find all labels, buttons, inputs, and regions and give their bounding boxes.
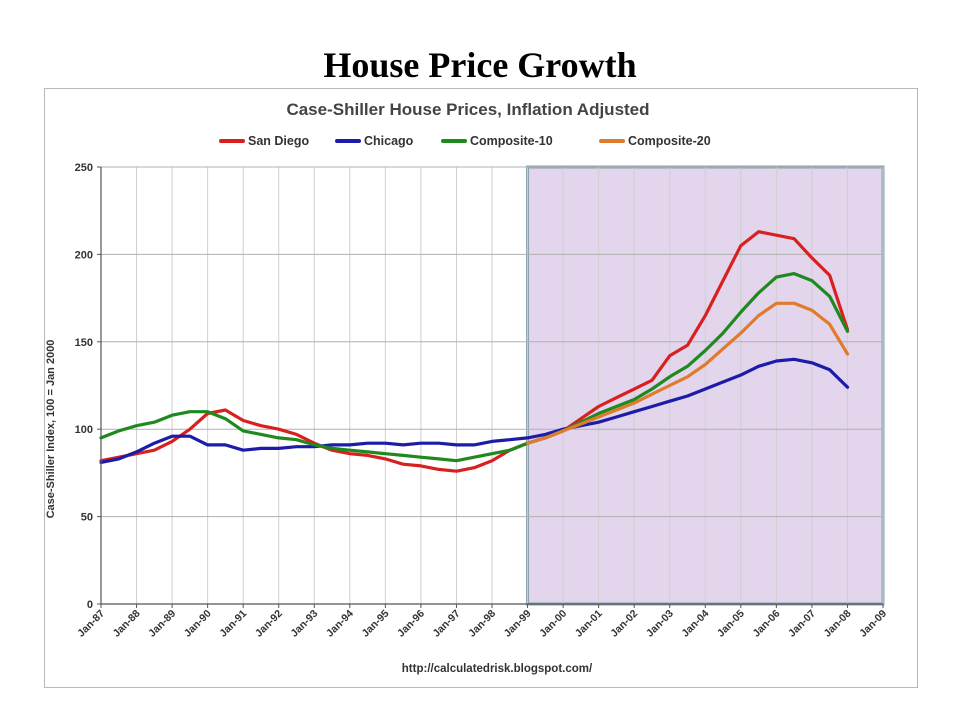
x-tick-label: Jan-90 <box>182 608 214 640</box>
y-tick-label: 200 <box>75 249 93 261</box>
y-tick-label: 50 <box>81 512 93 524</box>
x-tick-label: Jan-04 <box>679 608 711 640</box>
legend-label: San Diego <box>248 134 309 148</box>
x-tick-label: Jan-89 <box>146 608 178 640</box>
x-tick-label: Jan-87 <box>75 608 107 640</box>
legend-label: Composite-20 <box>628 134 711 148</box>
x-tick-label: Jan-91 <box>217 608 249 640</box>
legend-label: Chicago <box>364 134 414 148</box>
y-tick-label: 0 <box>87 599 93 611</box>
y-tick-label: 100 <box>75 424 93 436</box>
x-tick-label: Jan-03 <box>644 608 676 640</box>
x-tick-label: Jan-88 <box>111 608 143 640</box>
x-tick-label: Jan-99 <box>502 608 534 640</box>
chart-frame: 0 50 100 150 200 250 Jan-87 Jan-88 Jan-89 Jan-90 J… <box>44 88 918 688</box>
x-tick-label: Jan-08 <box>822 608 854 640</box>
x-tick-label: Jan-93 <box>288 608 320 640</box>
x-tick-label: Jan-02 <box>608 608 640 640</box>
x-tick-label: Jan-95 <box>359 608 391 640</box>
x-tick-label: Jan-09 <box>857 608 889 640</box>
x-tick-label: Jan-97 <box>431 608 463 640</box>
x-tick-label: Jan-07 <box>786 608 818 640</box>
series-line-composite-10 <box>99 272 850 463</box>
x-tick-label: Jan-96 <box>395 608 427 640</box>
series-line-chicago <box>99 357 850 464</box>
x-tick-label: Jan-92 <box>253 608 285 640</box>
y-tick-label: 150 <box>75 337 93 349</box>
chart-title: Case-Shiller House Prices, Inflation Adj… <box>286 100 649 119</box>
x-tick-label: Jan-05 <box>715 608 747 640</box>
x-tick-label: Jan-01 <box>573 608 605 640</box>
x-tick-label: Jan-06 <box>750 608 782 640</box>
x-tick-label: Jan-98 <box>466 608 498 640</box>
series-line-composite-20 <box>525 301 850 445</box>
legend-label: Composite-10 <box>470 134 553 148</box>
source-label: http://calculatedrisk.blogspot.com/ <box>402 663 593 675</box>
x-tick-label: Jan-00 <box>537 608 569 640</box>
series-line-san-diego <box>99 230 850 473</box>
y-axis-label: Case-Shiller Index, 100 = Jan 2000 <box>45 340 57 519</box>
x-tick-label: Jan-94 <box>324 608 356 640</box>
slide-title: House Price Growth <box>323 45 637 85</box>
y-tick-label: 250 <box>75 162 93 174</box>
